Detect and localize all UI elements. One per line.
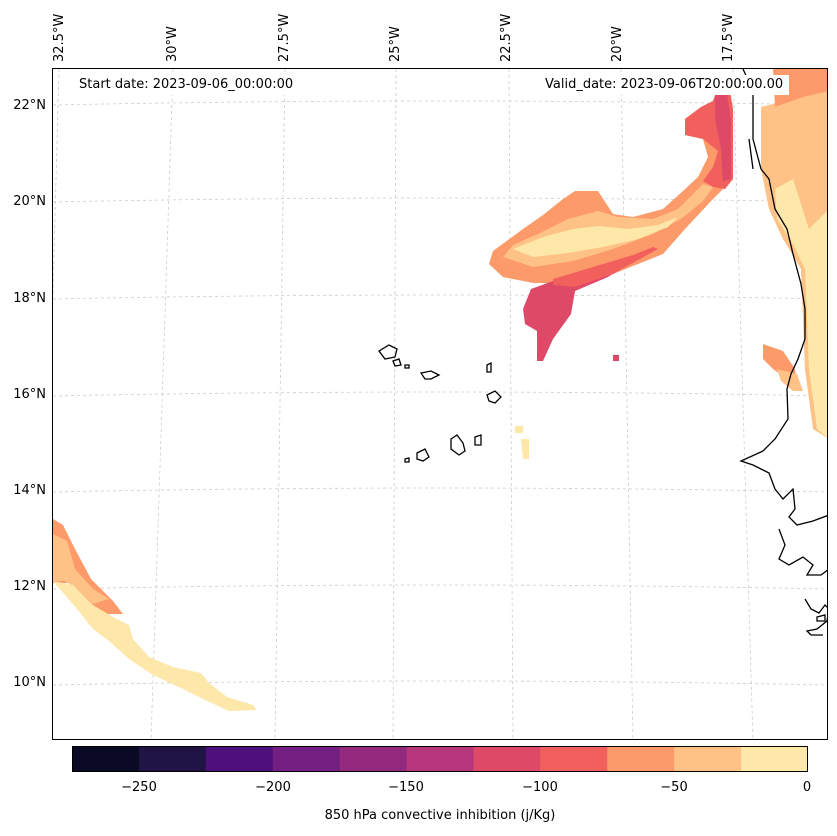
grid-lon-32-5	[53, 69, 60, 308]
colorbar-tick-minus250: −250	[121, 780, 157, 795]
grid-lat-18	[53, 294, 827, 300]
island-fogo	[416, 448, 430, 462]
colorbar-tick-minus100: −100	[522, 780, 558, 795]
grid-lat-20	[53, 197, 827, 203]
grid-lon-22-5	[508, 69, 514, 739]
map-canvas	[53, 69, 827, 739]
island-santiago	[450, 434, 466, 456]
contour-minus75-sw	[53, 519, 123, 614]
grid-lon-25	[392, 69, 397, 739]
colorbar-segment	[272, 746, 341, 772]
map-area	[52, 68, 828, 740]
grid-lon-30	[150, 69, 174, 739]
colorbar-segment	[473, 746, 541, 772]
contour-minus25-core	[513, 217, 678, 257]
colorbar-label: 850 hPa convective inhibition (j/Kg)	[324, 808, 556, 823]
lat-label-16: 16°N	[13, 387, 46, 402]
colorbar-segment	[72, 746, 140, 772]
colorbar-outline	[72, 746, 808, 772]
grid-lon-17-5	[732, 69, 754, 739]
guinea-coast	[804, 598, 827, 636]
colorbar-tick-0: 0	[802, 780, 812, 795]
island-sal	[486, 361, 492, 373]
colorbar-segment	[540, 746, 608, 772]
contour-minus125-tail	[715, 81, 731, 181]
colorbar-segment	[406, 746, 474, 772]
grid-lat-22	[53, 100, 827, 106]
island-santo-antao	[378, 344, 398, 360]
colorbar	[72, 746, 808, 772]
lon-label-22-5: 22.5°W	[499, 13, 514, 62]
contour-minus50-sw	[53, 534, 109, 604]
cin-contours	[53, 69, 827, 711]
lat-label-20: 20°N	[13, 194, 46, 209]
islands-bissau	[816, 614, 826, 622]
lon-label-30: 30°W	[165, 26, 180, 62]
contour-minus100-ring	[553, 247, 658, 287]
lat-label-12: 12°N	[13, 579, 46, 594]
lake-mark	[748, 138, 754, 170]
africa-coast	[739, 69, 827, 526]
africa-coast-south	[778, 528, 827, 576]
grid-lat-16	[53, 391, 827, 397]
colorbar-tick-minus150: −150	[388, 780, 424, 795]
colorbar-segment	[741, 746, 808, 772]
colorbar-tick-minus50: −50	[660, 780, 688, 795]
contour-minus25-speck-1	[515, 426, 523, 433]
island-sao-nicolau	[419, 370, 441, 380]
start-date-label: Start date: 2023-09-06_00:00:00	[73, 75, 300, 95]
lat-label-10: 10°N	[13, 675, 46, 690]
colorbar-segment	[339, 746, 408, 772]
grid-lat-10	[53, 680, 827, 686]
contour-minus125-lobe	[523, 254, 643, 361]
valid-date-label: Valid_date: 2023-09-06T20:00:00.00	[539, 75, 790, 95]
lon-label-17-5: 17.5°W	[721, 13, 736, 62]
lat-label-14: 14°N	[13, 483, 46, 498]
grid-lat-12	[53, 584, 827, 590]
contour-minus125-speck	[613, 355, 619, 361]
graticule	[53, 69, 827, 739]
colorbar-segment	[674, 746, 742, 772]
island-maio	[474, 434, 482, 446]
lat-label-18: 18°N	[13, 291, 46, 306]
colorbar-segment	[138, 746, 207, 772]
contour-minus25-east	[775, 179, 827, 438]
island-santa-luzia	[404, 364, 410, 369]
lon-label-20: 20°W	[610, 26, 625, 62]
grid-lon-20	[620, 69, 634, 739]
colorbar-segment	[205, 746, 274, 772]
lon-label-25: 25°W	[388, 26, 403, 62]
lon-label-27-5: 27.5°W	[277, 13, 292, 62]
contour-minus25-sw	[53, 581, 257, 711]
lon-label-32-5: 32.5°W	[52, 13, 67, 62]
lat-label-22: 22°N	[13, 98, 46, 113]
coastlines	[378, 69, 827, 636]
grid-lon-27-5	[274, 69, 286, 739]
island-brava	[404, 457, 410, 463]
grid-lat-14	[53, 487, 827, 493]
island-boa-vista	[486, 390, 502, 404]
colorbar-segment	[607, 746, 675, 772]
contour-minus25-speck-2	[521, 439, 529, 459]
island-sao-vicente	[392, 358, 402, 367]
colorbar-tick-minus200: −200	[255, 780, 291, 795]
